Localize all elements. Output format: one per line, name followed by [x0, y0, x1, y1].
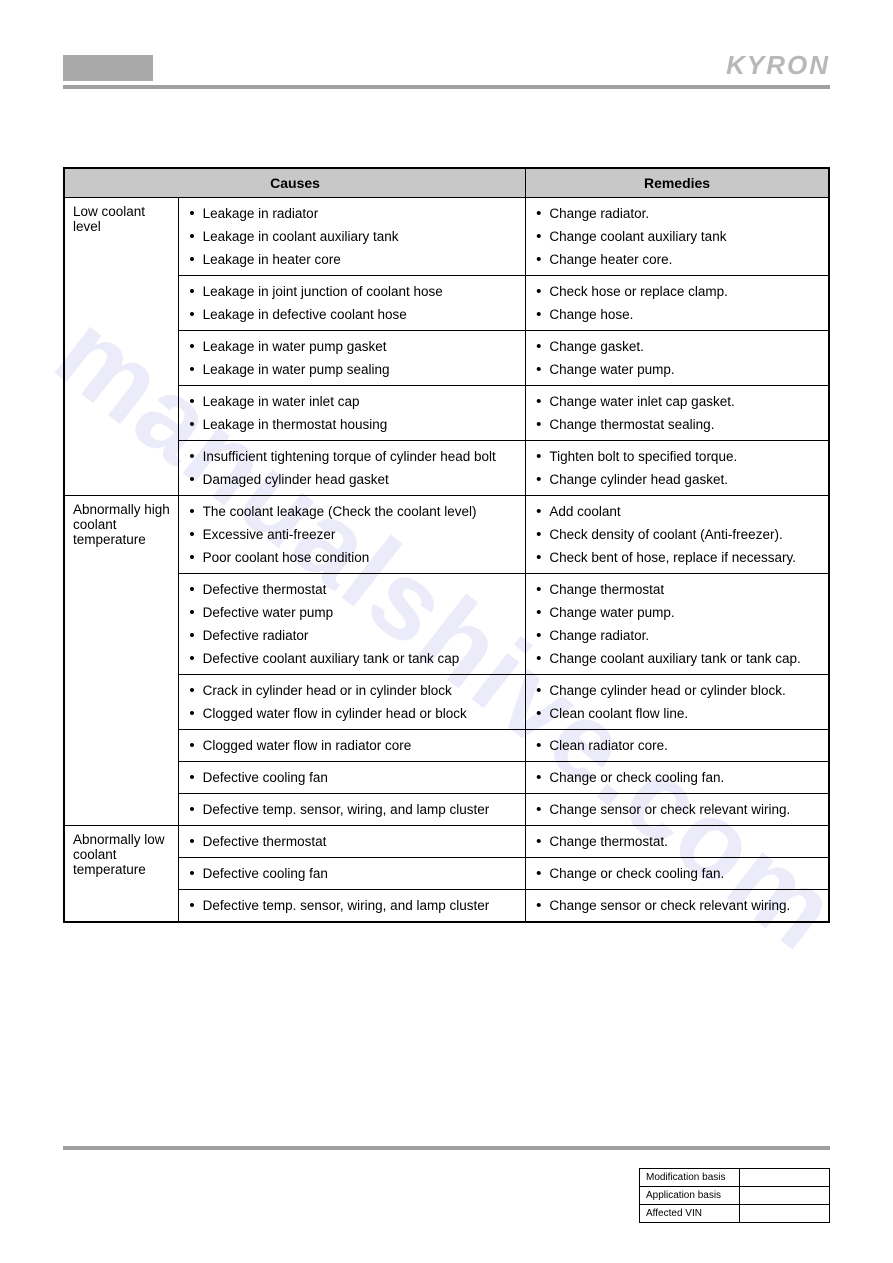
cause-item: Leakage in water pump gasket	[189, 335, 517, 358]
remedy-item: Change coolant auxiliary tank	[536, 225, 820, 248]
remedies-cell: Change sensor or check relevant wiring.	[526, 794, 829, 826]
cause-item: Excessive anti-freezer	[189, 523, 517, 546]
causes-cell: Leakage in joint junction of coolant hos…	[179, 276, 526, 331]
remedy-item: Change thermostat sealing.	[536, 413, 820, 436]
cause-item: Insufficient tightening torque of cylind…	[189, 445, 517, 468]
section-label: Abnormally high coolant temperature	[64, 496, 179, 826]
footer-value	[740, 1169, 830, 1187]
remedy-item: Change heater core.	[536, 248, 820, 271]
cause-item: Defective coolant auxiliary tank or tank…	[189, 647, 517, 670]
cause-item: Leakage in coolant auxiliary tank	[189, 225, 517, 248]
cause-item: Defective thermostat	[189, 578, 517, 601]
cause-item: Poor coolant hose condition	[189, 546, 517, 569]
remedy-item: Change cylinder head gasket.	[536, 468, 820, 491]
causes-cell: Defective cooling fan	[179, 858, 526, 890]
remedies-cell: Change radiator.Change coolant auxiliary…	[526, 198, 829, 276]
cause-item: Leakage in thermostat housing	[189, 413, 517, 436]
remedy-item: Change water inlet cap gasket.	[536, 390, 820, 413]
causes-cell: Insufficient tightening torque of cylind…	[179, 441, 526, 496]
remedy-item: Check density of coolant (Anti-freezer).	[536, 523, 820, 546]
th-causes: Causes	[64, 168, 526, 198]
cause-item: Defective radiator	[189, 624, 517, 647]
cause-item: Leakage in water inlet cap	[189, 390, 517, 413]
cause-item: Defective temp. sensor, wiring, and lamp…	[189, 798, 517, 821]
causes-cell: Leakage in water pump gasketLeakage in w…	[179, 331, 526, 386]
remedy-item: Change coolant auxiliary tank or tank ca…	[536, 647, 820, 670]
remedy-item: Change sensor or check relevant wiring.	[536, 798, 820, 821]
remedy-item: Change cylinder head or cylinder block.	[536, 679, 820, 702]
remedies-cell: Check hose or replace clamp.Change hose.	[526, 276, 829, 331]
remedies-cell: Tighten bolt to specified torque.Change …	[526, 441, 829, 496]
causes-cell: Defective temp. sensor, wiring, and lamp…	[179, 794, 526, 826]
remedy-item: Change thermostat	[536, 578, 820, 601]
remedy-item: Check bent of hose, replace if necessary…	[536, 546, 820, 569]
remedy-item: Change thermostat.	[536, 830, 820, 853]
footer-value	[740, 1187, 830, 1205]
footer-label: Application basis	[640, 1187, 740, 1205]
remedy-item: Clean radiator core.	[536, 734, 820, 757]
remedy-item: Change radiator.	[536, 202, 820, 225]
section-label: Low coolant level	[64, 198, 179, 496]
remedies-cell: Clean radiator core.	[526, 730, 829, 762]
cause-item: Defective cooling fan	[189, 862, 517, 885]
footer-label: Modification basis	[640, 1169, 740, 1187]
cause-item: Defective cooling fan	[189, 766, 517, 789]
remedies-cell: Change cylinder head or cylinder block.C…	[526, 675, 829, 730]
cause-item: Defective temp. sensor, wiring, and lamp…	[189, 894, 517, 917]
th-remedies: Remedies	[526, 168, 829, 198]
section-label: Abnormally low coolant temperature	[64, 826, 179, 923]
causes-cell: Clogged water flow in radiator core	[179, 730, 526, 762]
remedy-item: Change sensor or check relevant wiring.	[536, 894, 820, 917]
cause-item: Defective thermostat	[189, 830, 517, 853]
remedies-cell: Change thermostatChange water pump.Chang…	[526, 574, 829, 675]
footer-value	[740, 1205, 830, 1223]
cause-item: Clogged water flow in radiator core	[189, 734, 517, 757]
remedies-cell: Add coolantCheck density of coolant (Ant…	[526, 496, 829, 574]
cause-item: The coolant leakage (Check the coolant l…	[189, 500, 517, 523]
remedy-item: Check hose or replace clamp.	[536, 280, 820, 303]
remedies-cell: Change or check cooling fan.	[526, 858, 829, 890]
causes-cell: Leakage in water inlet capLeakage in the…	[179, 386, 526, 441]
footer-info-box: Modification basisApplication basisAffec…	[639, 1168, 830, 1223]
causes-cell: Crack in cylinder head or in cylinder bl…	[179, 675, 526, 730]
causes-cell: Leakage in radiatorLeakage in coolant au…	[179, 198, 526, 276]
page-header: KYRON	[63, 50, 830, 81]
remedies-cell: Change sensor or check relevant wiring.	[526, 890, 829, 923]
cause-item: Leakage in defective coolant hose	[189, 303, 517, 326]
cause-item: Leakage in water pump sealing	[189, 358, 517, 381]
causes-cell: The coolant leakage (Check the coolant l…	[179, 496, 526, 574]
cause-item: Defective water pump	[189, 601, 517, 624]
cause-item: Crack in cylinder head or in cylinder bl…	[189, 679, 517, 702]
causes-cell: Defective temp. sensor, wiring, and lamp…	[179, 890, 526, 923]
remedy-item: Change water pump.	[536, 601, 820, 624]
remedy-item: Change gasket.	[536, 335, 820, 358]
remedy-item: Change hose.	[536, 303, 820, 326]
top-rule	[63, 85, 830, 89]
bottom-rule	[63, 1146, 830, 1150]
remedy-item: Change or check cooling fan.	[536, 862, 820, 885]
remedy-item: Change radiator.	[536, 624, 820, 647]
remedy-item: Change or check cooling fan.	[536, 766, 820, 789]
causes-cell: Defective thermostat	[179, 826, 526, 858]
remedies-cell: Change or check cooling fan.	[526, 762, 829, 794]
brand-logo: KYRON	[726, 50, 830, 81]
cause-item: Clogged water flow in cylinder head or b…	[189, 702, 517, 725]
footer-label: Affected VIN	[640, 1205, 740, 1223]
remedy-item: Clean coolant flow line.	[536, 702, 820, 725]
diagnosis-table: Causes Remedies Low coolant levelLeakage…	[63, 167, 830, 923]
remedy-item: Add coolant	[536, 500, 820, 523]
cause-item: Leakage in heater core	[189, 248, 517, 271]
remedies-cell: Change gasket.Change water pump.	[526, 331, 829, 386]
causes-cell: Defective cooling fan	[179, 762, 526, 794]
remedies-cell: Change water inlet cap gasket.Change the…	[526, 386, 829, 441]
remedies-cell: Change thermostat.	[526, 826, 829, 858]
cause-item: Leakage in joint junction of coolant hos…	[189, 280, 517, 303]
causes-cell: Defective thermostatDefective water pump…	[179, 574, 526, 675]
cause-item: Leakage in radiator	[189, 202, 517, 225]
cause-item: Damaged cylinder head gasket	[189, 468, 517, 491]
remedy-item: Change water pump.	[536, 358, 820, 381]
remedy-item: Tighten bolt to specified torque.	[536, 445, 820, 468]
page-number-box	[63, 55, 153, 81]
